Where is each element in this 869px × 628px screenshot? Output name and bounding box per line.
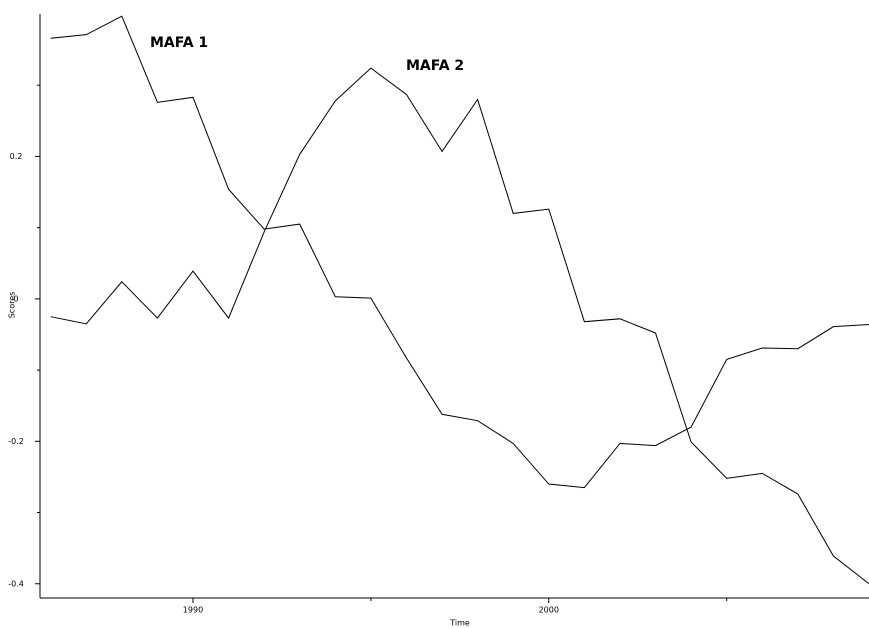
y-tick-label: -0.4 bbox=[8, 579, 24, 588]
series-line bbox=[50, 67, 869, 585]
y-tick-label: -0.2 bbox=[8, 437, 24, 446]
series-line bbox=[50, 15, 869, 489]
y-axis-label: Scores bbox=[8, 292, 17, 319]
series-label: MAFA 1 bbox=[150, 35, 208, 51]
series-label: MAFA 2 bbox=[406, 58, 464, 74]
x-tick-label: 2000 bbox=[539, 606, 559, 615]
x-tick-label: 1990 bbox=[183, 606, 203, 615]
y-tick-label: 0 bbox=[13, 294, 18, 303]
y-tick-label: 0.2 bbox=[10, 152, 23, 161]
x-axis-label: Time bbox=[449, 619, 470, 628]
